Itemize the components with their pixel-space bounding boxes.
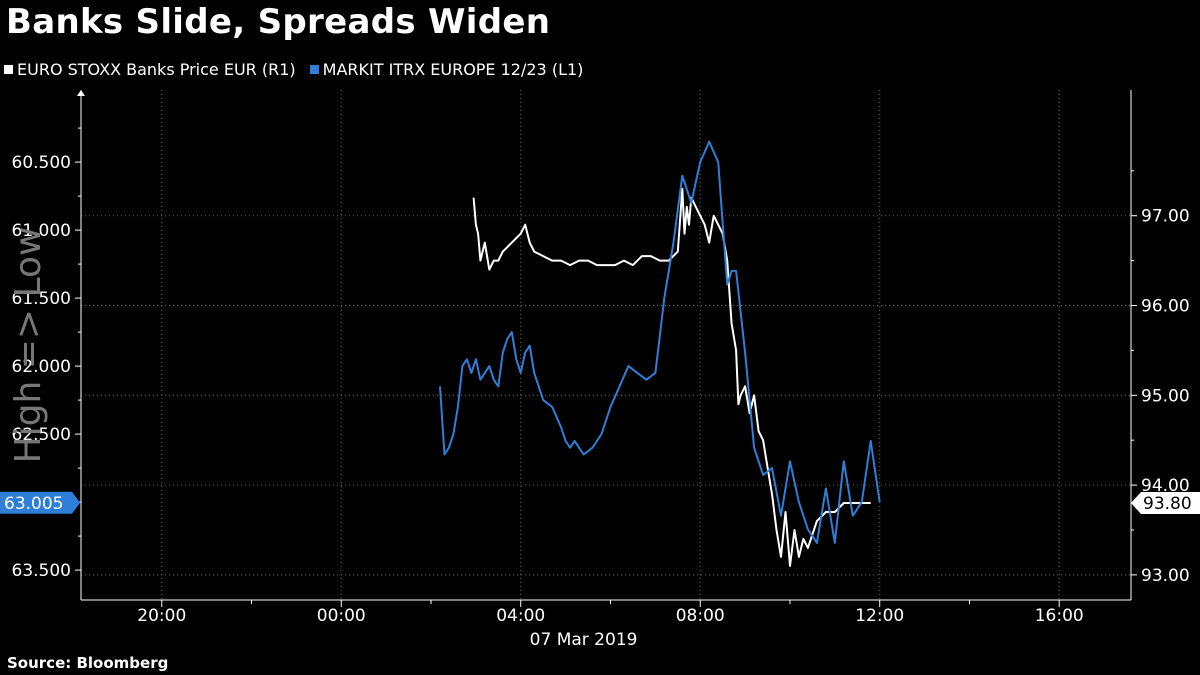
x-tick-label: 04:00 bbox=[496, 606, 545, 626]
right-tick-label: 95.00 bbox=[1141, 386, 1190, 406]
legend-item-banks: EURO STOXX Banks Price EUR (R1) bbox=[4, 60, 296, 79]
left-axis-arrow bbox=[77, 90, 85, 96]
series-line-itraxx bbox=[439, 140, 881, 544]
chart-title: Banks Slide, Spreads Widen bbox=[6, 2, 551, 42]
source-note: Source: Bloomberg bbox=[7, 654, 169, 672]
legend-label-itraxx: MARKIT ITRX EUROPE 12/23 (L1) bbox=[322, 60, 584, 79]
right-tick-label: 97.00 bbox=[1141, 207, 1190, 227]
x-tick-label: 20:00 bbox=[137, 606, 186, 626]
left-last-value-label: 63.005 bbox=[4, 494, 63, 514]
legend: EURO STOXX Banks Price EUR (R1) MARKIT I… bbox=[4, 60, 583, 79]
right-tick-label: 96.00 bbox=[1141, 296, 1190, 316]
series-line-banks bbox=[472, 187, 871, 567]
right-last-value-label: 93.80 bbox=[1143, 494, 1192, 514]
x-tick-label: 08:00 bbox=[676, 606, 725, 626]
left-tick-label: 61.500 bbox=[12, 289, 71, 309]
left-tick-label: 62.500 bbox=[12, 425, 71, 445]
left-tick-label: 60.500 bbox=[12, 153, 71, 173]
left-tick-label: 62.000 bbox=[12, 357, 71, 377]
legend-item-itraxx: MARKIT ITRX EUROPE 12/23 (L1) bbox=[309, 60, 584, 79]
x-tick-label: 12:00 bbox=[855, 606, 904, 626]
x-tick-label: 16:00 bbox=[1035, 606, 1084, 626]
x-date-label: 07 Mar 2019 bbox=[530, 630, 638, 650]
legend-swatch-itraxx bbox=[309, 65, 319, 74]
right-tick-label: 94.00 bbox=[1141, 476, 1190, 496]
legend-swatch-banks bbox=[4, 65, 13, 74]
left-tick-label: 61.000 bbox=[12, 221, 71, 241]
right-tick-label: 93.00 bbox=[1141, 566, 1190, 586]
left-last-value-badge bbox=[0, 491, 80, 514]
right-last-value-badge bbox=[1131, 492, 1200, 515]
x-tick-label: 00:00 bbox=[317, 606, 366, 626]
left-axis-label: High => Low bbox=[8, 227, 49, 464]
legend-label-banks: EURO STOXX Banks Price EUR (R1) bbox=[17, 60, 296, 79]
left-tick-label: 63.500 bbox=[12, 561, 71, 581]
